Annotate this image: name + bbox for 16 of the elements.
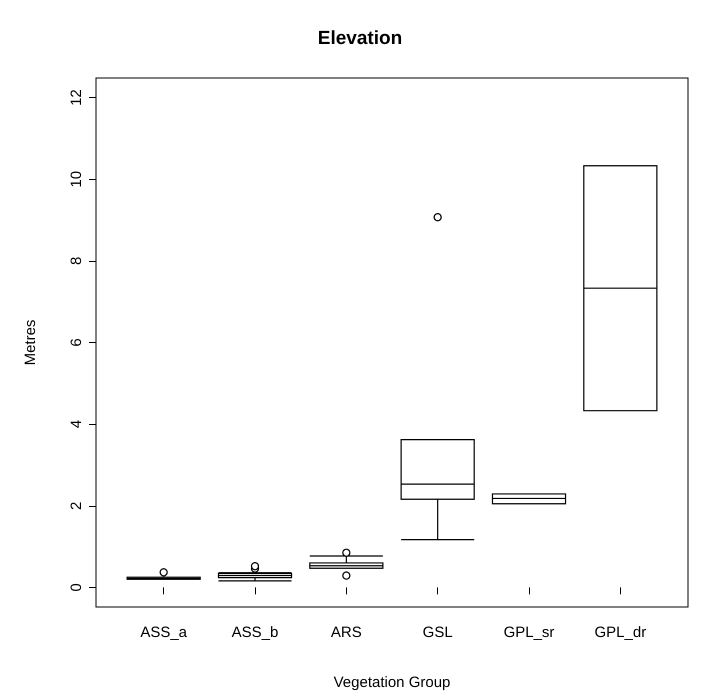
y-tick-label: 2 [68,502,85,510]
x-axis-title: Vegetation Group [334,674,450,691]
x-tick-label: ASS_a [140,624,188,641]
chart-title: Elevation [318,28,402,49]
x-tick-label: ASS_b [232,624,278,641]
y-tick-label: 6 [68,338,85,347]
y-tick-label: 0 [68,583,85,592]
y-tick-label: 4 [68,420,85,428]
x-tick-label: GPL_dr [594,624,646,641]
x-tick-label: GSL [422,624,453,641]
y-tick-label: 10 [68,170,85,188]
x-tick-label: ARS [330,624,362,641]
y-tick-label: 8 [68,256,85,266]
x-tick-label: GPL_sr [504,624,554,641]
y-axis-title: Metres [22,320,39,366]
y-tick-label: 12 [68,89,85,106]
